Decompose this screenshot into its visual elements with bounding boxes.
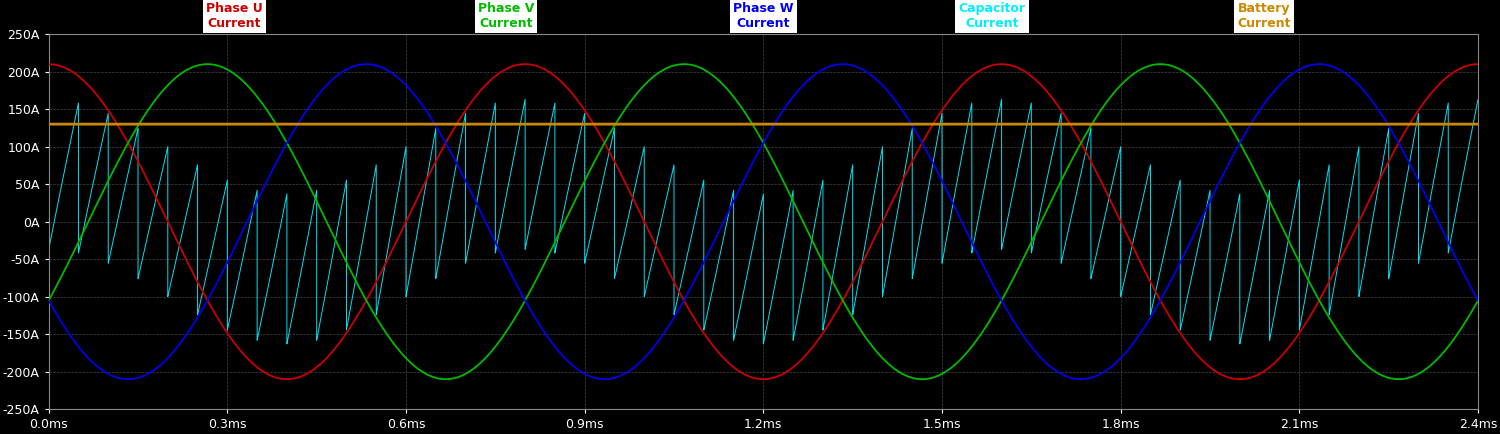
Text: Phase V
Current: Phase V Current: [478, 2, 534, 30]
Text: Phase W
Current: Phase W Current: [734, 2, 794, 30]
Text: Phase U
Current: Phase U Current: [206, 2, 262, 30]
Text: Battery
Current: Battery Current: [1238, 2, 1290, 30]
Text: Capacitor
Current: Capacitor Current: [958, 2, 1026, 30]
